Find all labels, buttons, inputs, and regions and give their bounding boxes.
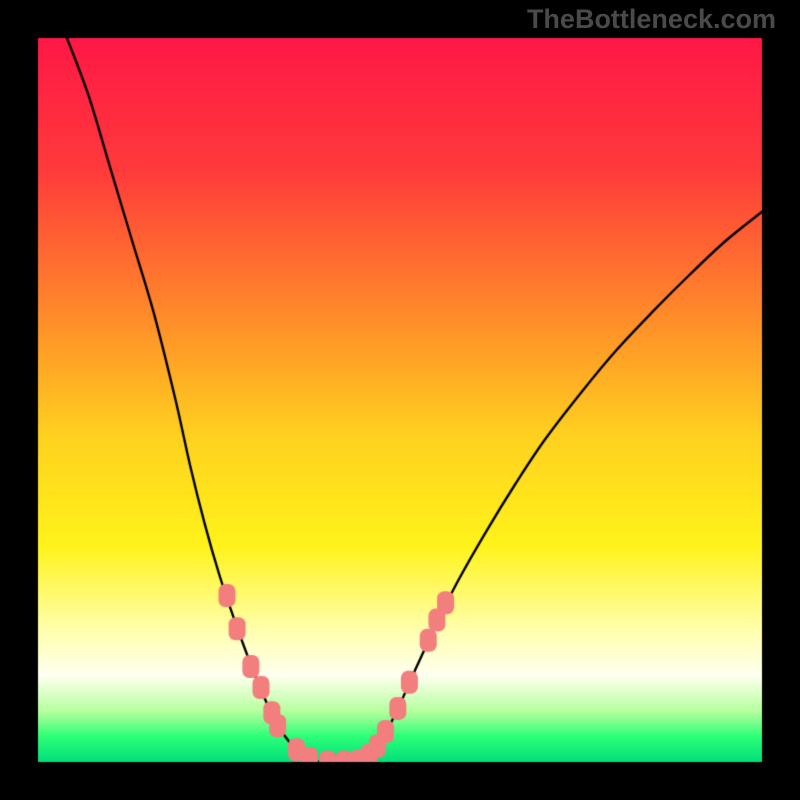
chart-stage: TheBottleneck.com: [0, 0, 800, 800]
bottleneck-chart-canvas: [0, 0, 800, 800]
